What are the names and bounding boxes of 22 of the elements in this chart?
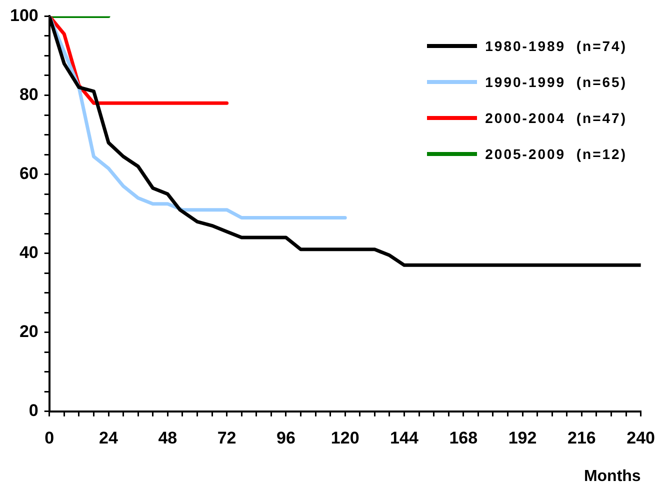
x-tick-label: 144: [390, 428, 419, 448]
x-tick-label: 216: [567, 428, 596, 448]
x-tick-label: 0: [44, 428, 54, 448]
x-tick-label: 240: [626, 428, 656, 448]
y-tick-label: 0: [28, 401, 38, 420]
legend-label: 1990-1999 (n=65): [485, 74, 627, 90]
y-tick-label: 60: [19, 164, 38, 183]
y-tick-label: 40: [19, 243, 38, 262]
y-tick-label: 80: [19, 84, 38, 104]
y-tick-label: 100: [10, 6, 38, 25]
x-axis-title: Months: [584, 468, 641, 485]
x-tick-label: 24: [99, 428, 119, 448]
legend-label: 2005-2009 (n=12): [485, 146, 627, 162]
legend-label: 1980-1989 (n=74): [485, 38, 627, 54]
x-tick-label: 72: [217, 428, 236, 448]
x-tick-label: 96: [276, 428, 296, 448]
y-tick-label: 20: [19, 322, 38, 342]
x-tick-label: 192: [508, 428, 537, 448]
legend-label: 2000-2004 (n=47): [485, 110, 627, 126]
x-tick-label: 48: [158, 428, 178, 448]
x-tick-label: 120: [330, 428, 360, 448]
x-tick-label: 168: [449, 428, 478, 448]
